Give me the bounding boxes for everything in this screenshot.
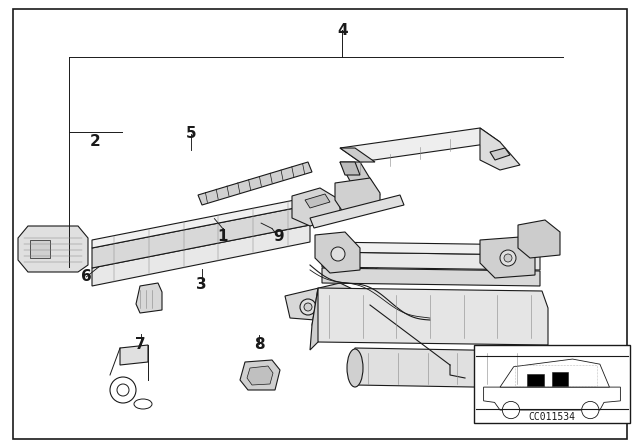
Text: 9: 9 <box>273 229 284 244</box>
Circle shape <box>300 299 316 315</box>
Text: 5: 5 <box>186 126 196 141</box>
Polygon shape <box>198 162 312 205</box>
Polygon shape <box>92 225 310 286</box>
Polygon shape <box>335 178 380 215</box>
Polygon shape <box>518 220 560 258</box>
Polygon shape <box>480 128 520 170</box>
Polygon shape <box>120 345 148 365</box>
Polygon shape <box>247 366 273 385</box>
Polygon shape <box>312 288 548 345</box>
Polygon shape <box>367 253 384 270</box>
Text: 3: 3 <box>196 277 207 292</box>
Text: 8: 8 <box>254 336 264 352</box>
Polygon shape <box>305 194 330 208</box>
Bar <box>527 375 544 386</box>
Bar <box>474 345 630 423</box>
Polygon shape <box>484 387 620 410</box>
Polygon shape <box>315 232 360 273</box>
Polygon shape <box>480 237 535 278</box>
Polygon shape <box>285 283 375 322</box>
Polygon shape <box>322 268 540 286</box>
Bar <box>515 365 597 386</box>
Circle shape <box>500 250 516 266</box>
Polygon shape <box>340 128 500 162</box>
Circle shape <box>328 293 342 307</box>
Polygon shape <box>240 360 280 390</box>
Text: 6: 6 <box>81 269 92 284</box>
Circle shape <box>502 401 520 418</box>
Text: 4: 4 <box>337 23 348 38</box>
Polygon shape <box>322 252 540 270</box>
Polygon shape <box>490 148 510 160</box>
Circle shape <box>582 401 599 418</box>
Polygon shape <box>340 162 380 200</box>
Circle shape <box>504 254 512 262</box>
Polygon shape <box>92 205 310 268</box>
Polygon shape <box>322 242 540 255</box>
Text: CC011534: CC011534 <box>529 412 575 422</box>
Polygon shape <box>348 348 530 388</box>
Text: 1: 1 <box>218 229 228 244</box>
Polygon shape <box>292 188 340 226</box>
Polygon shape <box>500 359 609 387</box>
Bar <box>552 372 568 386</box>
Polygon shape <box>340 148 375 162</box>
Polygon shape <box>310 288 318 350</box>
Polygon shape <box>18 226 88 272</box>
Text: 7: 7 <box>136 336 146 352</box>
Polygon shape <box>310 195 404 228</box>
Polygon shape <box>340 162 360 175</box>
Polygon shape <box>92 197 310 248</box>
Polygon shape <box>136 283 162 313</box>
Text: 2: 2 <box>90 134 100 149</box>
Circle shape <box>331 247 345 261</box>
Circle shape <box>304 303 312 311</box>
Ellipse shape <box>347 349 363 387</box>
Polygon shape <box>30 240 50 258</box>
